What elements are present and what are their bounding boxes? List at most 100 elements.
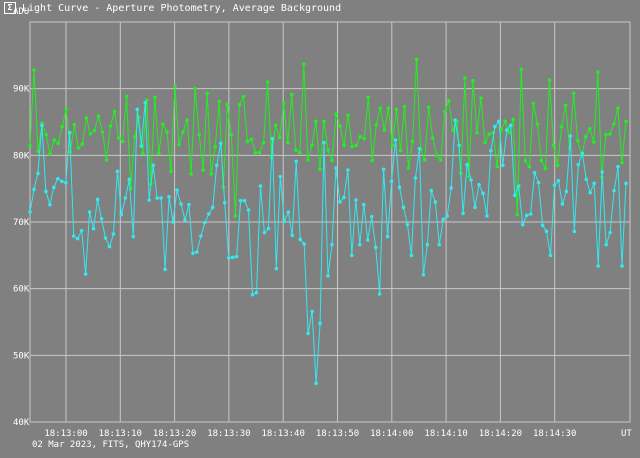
data-point (508, 123, 513, 128)
data-point (524, 213, 529, 218)
data-point (451, 128, 455, 132)
data-point (417, 146, 422, 151)
data-point (342, 195, 346, 200)
data-point (189, 172, 193, 176)
data-point (548, 253, 553, 258)
data-point (278, 174, 283, 179)
data-point (181, 130, 185, 134)
footer-info: 02 Mar 2023, FITS, QHY174-GPS (32, 440, 190, 450)
data-point (63, 180, 68, 185)
data-point (294, 159, 299, 164)
data-point (253, 150, 258, 155)
data-point (28, 143, 32, 148)
data-point (612, 122, 616, 126)
data-point (624, 119, 628, 124)
data-point (592, 181, 597, 186)
data-point (254, 290, 259, 295)
data-point (116, 136, 121, 140)
data-point (373, 245, 378, 250)
window-title-bar: Σ Light Curve - Aperture Photometry, Ave… (0, 0, 640, 16)
data-point (131, 234, 136, 239)
data-point (377, 292, 382, 296)
data-point (218, 141, 223, 146)
data-point (571, 91, 576, 96)
window-title: Light Curve - Aperture Photometry, Avera… (22, 2, 342, 14)
data-point (361, 202, 366, 207)
axis-labels: 90K 80K 70K 60K 50K 40K 18:13:00 18:13:10 18:13:… (13, 7, 632, 439)
data-point (485, 214, 489, 218)
data-point (155, 196, 159, 200)
data-point (539, 158, 544, 163)
data-point (346, 168, 350, 172)
data-point (591, 140, 596, 144)
data-point (588, 190, 593, 195)
data-point (350, 144, 354, 149)
data-point (147, 198, 151, 202)
data-point (365, 238, 370, 242)
data-point (334, 166, 338, 170)
data-point (127, 177, 132, 182)
data-point (88, 132, 93, 136)
data-point (322, 140, 326, 145)
data-point (471, 78, 475, 83)
data-point (378, 106, 383, 110)
data-point (185, 118, 189, 122)
data-point (64, 107, 69, 112)
data-point (516, 184, 521, 188)
data-point (205, 91, 209, 96)
data-point (624, 181, 628, 186)
data-point (135, 107, 140, 112)
data-point (465, 162, 469, 167)
data-point (390, 143, 395, 148)
data-point (298, 237, 302, 242)
data-point (389, 179, 394, 184)
data-point (225, 102, 230, 107)
data-point (56, 176, 60, 181)
data-point (433, 200, 438, 204)
data-point (310, 143, 314, 148)
data-point (318, 167, 322, 172)
data-point (199, 234, 203, 238)
data-point (596, 264, 600, 268)
data-point (286, 210, 291, 214)
data-point (527, 164, 532, 169)
data-point (203, 220, 207, 225)
data-point (326, 274, 330, 278)
data-point (620, 160, 624, 165)
app-icon[interactable]: Σ (4, 2, 16, 14)
data-point (265, 80, 270, 84)
data-point (382, 128, 387, 132)
data-point (277, 135, 282, 140)
data-point (76, 146, 81, 150)
data-point (505, 128, 509, 132)
data-point (354, 198, 358, 202)
data-point (124, 94, 129, 99)
data-point (100, 130, 105, 134)
data-point (369, 214, 374, 219)
data-point (536, 180, 541, 185)
data-point (302, 62, 306, 66)
data-point (434, 153, 439, 158)
data-point (95, 197, 100, 202)
data-point (80, 142, 85, 146)
data-point (59, 179, 64, 184)
series-1 (28, 100, 628, 386)
data-point (437, 242, 442, 247)
data-point (258, 184, 263, 188)
data-point (165, 130, 169, 134)
data-point (362, 136, 367, 141)
data-point (409, 253, 414, 258)
data-point (338, 200, 342, 204)
data-point (520, 222, 525, 227)
data-point (426, 105, 431, 110)
data-point (32, 187, 36, 192)
x-tick-label: 18:13:50 (316, 429, 359, 439)
x-tick-label: 18:14:00 (370, 429, 413, 439)
data-point (449, 186, 453, 190)
data-point (326, 148, 330, 152)
data-point (48, 152, 52, 156)
data-point (214, 163, 219, 168)
data-point (195, 250, 199, 254)
data-point (169, 169, 173, 174)
data-point (441, 217, 446, 222)
